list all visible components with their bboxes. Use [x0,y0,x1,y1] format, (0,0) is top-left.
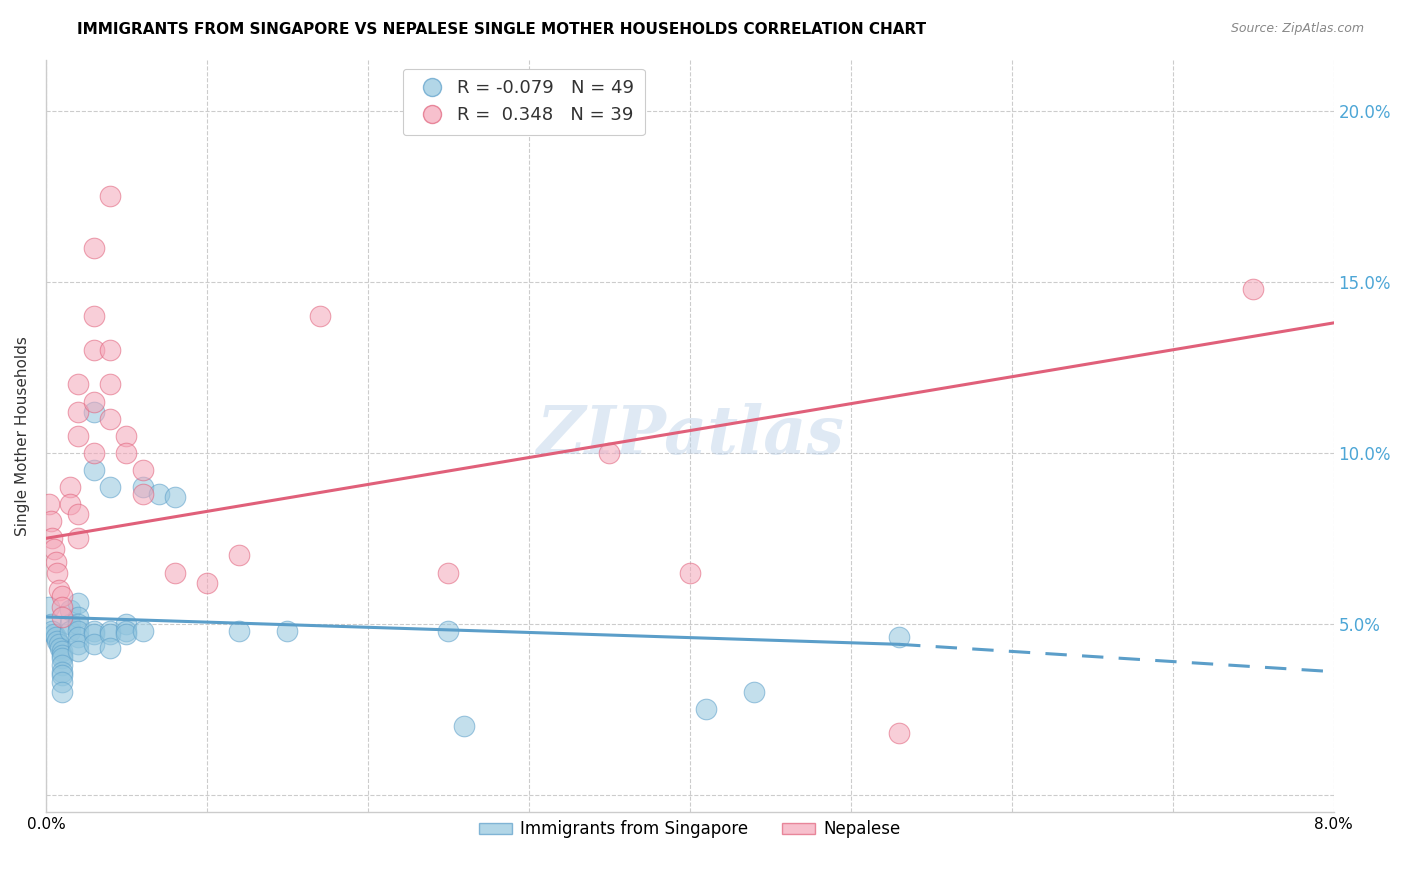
Point [45,555,67,569]
Point [887,726,910,740]
Point [228,549,250,563]
Point [98,189,121,203]
Point [83,624,105,638]
Y-axis label: Single Mother Households: Single Mother Households [15,335,30,536]
Point [67,531,90,545]
Point [115,627,138,641]
Point [276,624,298,638]
Point [131,624,153,638]
Point [98,627,121,641]
Point [83,463,105,477]
Point [39,514,62,528]
Point [59,624,82,638]
Point [83,343,105,358]
Point [46,566,69,580]
Point [67,405,90,419]
Point [49,640,72,655]
Point [51,657,73,672]
Point [51,648,73,662]
Point [131,463,153,477]
Point [67,596,90,610]
Point [83,241,105,255]
Point [98,377,121,392]
Point [51,685,73,699]
Point [67,508,90,522]
Point [131,487,153,501]
Point [115,446,138,460]
Text: ZIPatlas: ZIPatlas [536,403,844,468]
Point [598,446,620,460]
Point [98,411,121,425]
Point [39,616,62,631]
Point [437,624,460,638]
Point [67,377,90,392]
Point [887,631,910,645]
Point [38,599,60,614]
Point [67,644,90,658]
Point [67,610,90,624]
Text: Source: ZipAtlas.com: Source: ZipAtlas.com [1230,22,1364,36]
Point [1241,282,1264,296]
Point [51,651,73,665]
Point [51,610,73,624]
Point [83,637,105,651]
Point [148,487,170,501]
Point [51,644,73,658]
Point [228,624,250,638]
Point [59,616,82,631]
Point [67,428,90,442]
Point [742,685,765,699]
Point [453,719,475,733]
Point [98,480,121,494]
Point [83,627,105,641]
Point [437,566,460,580]
Legend: Immigrants from Singapore, Nepalese: Immigrants from Singapore, Nepalese [472,814,907,845]
Point [83,405,105,419]
Point [131,480,153,494]
Point [46,634,69,648]
Point [67,624,90,638]
Point [115,428,138,442]
Point [83,309,105,323]
Point [48,582,70,597]
Point [115,616,138,631]
Point [38,497,60,511]
Point [67,616,90,631]
Point [45,631,67,645]
Point [51,590,73,604]
Point [163,490,186,504]
Point [163,566,186,580]
Point [695,702,717,716]
Point [48,637,70,651]
Point [42,541,65,556]
Text: IMMIGRANTS FROM SINGAPORE VS NEPALESE SINGLE MOTHER HOUSEHOLDS CORRELATION CHART: IMMIGRANTS FROM SINGAPORE VS NEPALESE SI… [77,22,927,37]
Point [51,675,73,690]
Point [98,624,121,638]
Point [115,624,138,638]
Point [98,343,121,358]
Point [195,575,218,590]
Point [51,599,73,614]
Point [83,394,105,409]
Point [83,446,105,460]
Point [42,627,65,641]
Point [41,624,63,638]
Point [679,566,702,580]
Point [41,531,63,545]
Point [308,309,330,323]
Point [98,640,121,655]
Point [67,637,90,651]
Point [59,603,82,617]
Point [51,668,73,682]
Point [59,497,82,511]
Point [51,665,73,679]
Point [67,631,90,645]
Point [59,480,82,494]
